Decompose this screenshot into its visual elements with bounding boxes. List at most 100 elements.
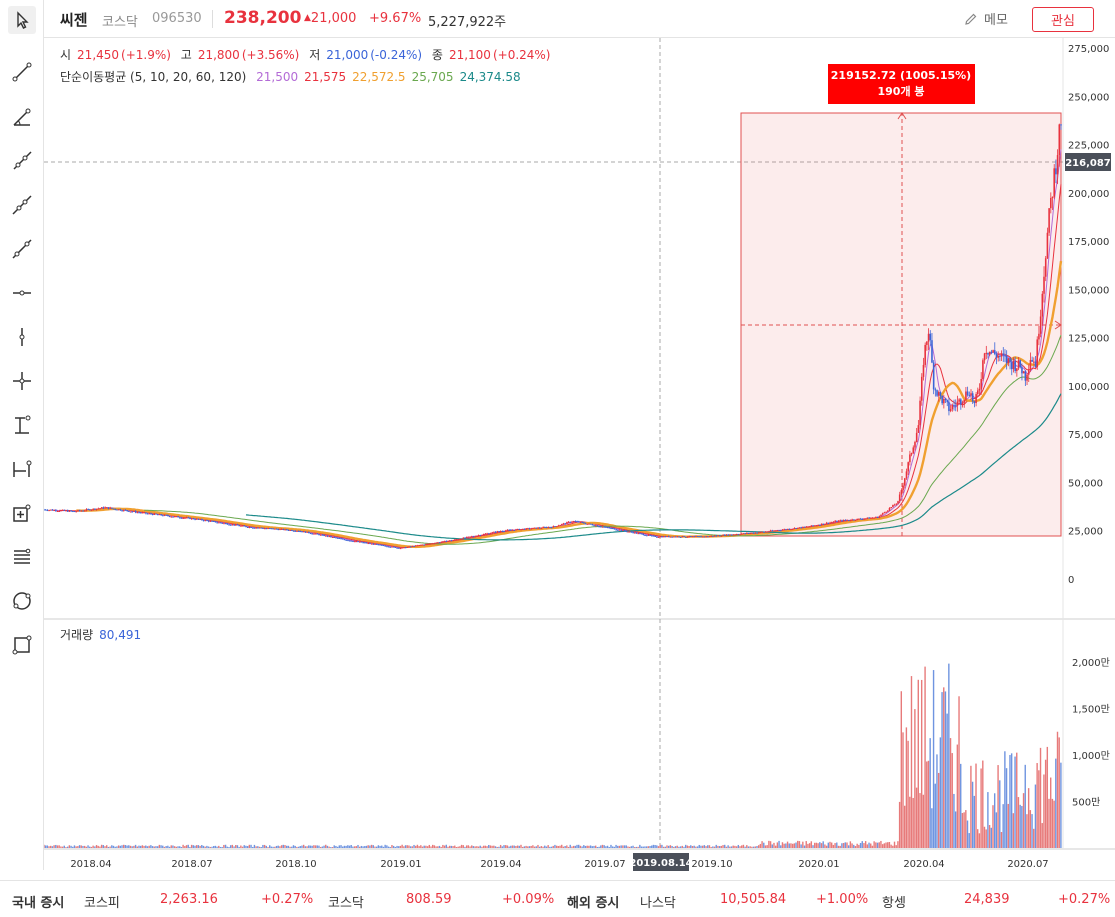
candle-body [569,521,572,523]
volume-bar [914,709,916,848]
rectangle-icon[interactable] [8,631,36,659]
candle-body [129,511,132,513]
vertical-line-icon[interactable] [8,323,36,351]
candle-body [104,507,106,509]
volume-bar [248,844,251,848]
candle-body [1038,333,1040,340]
candle-body [467,536,470,538]
volume-bar [610,844,612,848]
ma-legend: 단순이동평균 (5, 10, 20, 60, 120) 21,500 21,575… [60,70,521,84]
volume-bar [943,687,945,848]
volume-bar [333,845,335,848]
candle-body [314,533,317,535]
candle-body [936,390,938,396]
candle-body [830,522,833,524]
price-range-icon[interactable] [8,411,36,439]
price-chart[interactable]: 275,000 250,000 225,000 200,000 175,000 150,0… [43,38,1115,878]
volume-bar [611,846,614,848]
volume-bar [362,846,364,848]
price-tick-label: 75,000 [1068,430,1103,441]
volume-bar [370,844,373,848]
candle-body [338,537,341,539]
volume-bar [111,845,113,848]
volume-bar [85,846,88,848]
hangseng-label[interactable]: 항셍 [882,896,906,911]
volume-bar [849,841,852,848]
volume-bar [219,846,222,848]
candle-body [287,529,290,531]
pointer-icon[interactable] [8,6,36,34]
extended-line-icon[interactable] [8,191,36,219]
candle-body [1053,168,1056,197]
line-tool-icon[interactable] [8,58,36,86]
candle-body [184,517,186,519]
circle-icon[interactable] [8,587,36,615]
nasdaq-label[interactable]: 나스닥 [640,896,676,911]
candle-body [1026,374,1028,381]
candle-body [165,514,168,516]
candle-body [170,516,173,518]
candle-body [734,534,736,536]
candle-body [503,531,505,533]
arrow-up-icon [897,112,907,120]
candle-body [586,523,589,525]
date-price-range-icon[interactable] [8,499,36,527]
candle-body [761,531,763,533]
candle-body [812,525,814,527]
candle-body [187,517,190,519]
date-range-icon[interactable] [8,455,36,483]
memo-button[interactable]: 메모 [964,9,1008,28]
candle-body [963,399,966,403]
volume-bar [956,744,959,848]
candle-body [851,519,853,521]
volume-bar [735,846,738,848]
volume-bar [601,844,604,848]
volume-bar [588,845,590,848]
favorite-button[interactable]: 관심 [1032,7,1094,32]
angle-line-icon[interactable] [8,103,36,131]
candle-body [661,536,663,538]
candle-body [720,535,723,537]
volume-bar [245,845,247,848]
volume-bar [1048,798,1050,848]
volume-bar [262,844,264,848]
volume-bar [696,846,699,848]
candle-body [578,521,580,523]
volume-bar [533,846,536,848]
kospi-label[interactable]: 코스피 [84,896,120,911]
measure-range-box[interactable] [740,112,1062,537]
volume-bar [63,845,65,848]
candle-body [610,528,612,530]
volume-bar [960,763,962,848]
ray-line-icon[interactable] [8,147,36,175]
candle-body [684,536,687,538]
volume-bar [846,842,848,848]
candle-body [961,402,964,405]
ma-value-1: 21,575 [304,70,347,84]
candle-body [715,535,718,537]
horizontal-line-icon[interactable] [8,279,36,307]
volume-bar [450,845,453,848]
candle-body [774,530,777,532]
candle-body [786,528,789,530]
trend-line-icon[interactable] [8,235,36,263]
volume-bar [163,846,166,848]
candle-body [299,531,302,533]
candle-body [330,536,332,538]
candle-body [136,512,139,514]
chart-canvas[interactable]: 275,000 250,000 225,000 200,000 175,000 150,0… [43,38,1115,878]
crosshair-icon[interactable] [8,367,36,395]
candle-body [640,533,643,535]
volume-bar [965,810,967,848]
volume-bar [713,846,716,848]
volume-bar [433,845,436,848]
candle-body [849,520,852,522]
kosdaq-label[interactable]: 코스닥 [328,896,364,911]
candle-body [291,530,293,532]
volume-bar [61,846,64,848]
volume-bar [858,844,860,848]
fibonacci-icon[interactable] [8,543,36,571]
volume-bar [958,696,960,848]
candle-body [501,530,504,532]
candle-body [1048,208,1050,233]
